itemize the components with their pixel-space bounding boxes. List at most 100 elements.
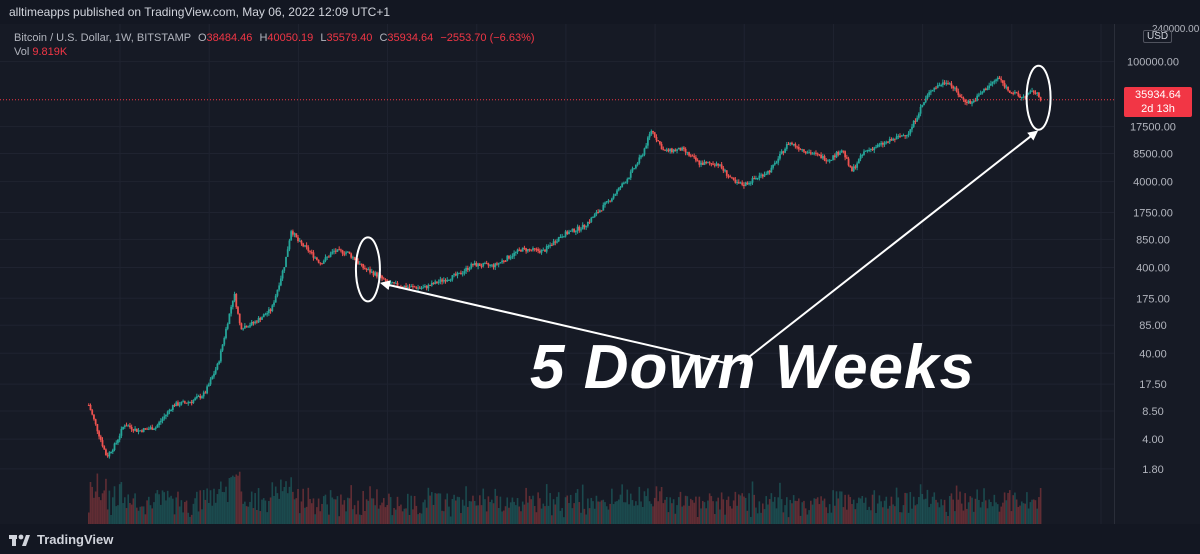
candle-body [938,85,941,87]
volume-bar [115,506,118,524]
volume-bar [631,500,634,524]
candle-body [406,286,409,288]
candle-body [384,279,387,281]
candle-body [410,286,413,288]
candle-body [568,231,570,235]
candle-body [823,156,826,161]
candle-body [998,77,1001,80]
volume-bar [990,501,992,524]
candle-body [360,263,363,265]
candle-body [564,231,567,237]
volume-bar [653,497,656,524]
volume-bar [468,501,471,524]
candle-body [904,135,907,137]
candle-body [204,392,207,394]
tradingview-brand[interactable]: TradingView [9,532,113,547]
candle-body [327,256,330,258]
volume-bar [662,503,665,524]
volume-bar [341,504,344,524]
volume-bar [739,495,742,524]
volume-bar [911,508,913,524]
volume-bar [595,495,598,524]
volume-bar [652,506,654,524]
volume-bar [719,509,721,524]
volume-bar [703,502,706,524]
volume-bar [424,499,426,524]
candle-body [696,160,699,162]
candle-body [827,160,829,162]
price-axis-labels: 100000.00 17500.00 8500.00 4000.00 1750.00 85… [1127,57,1179,476]
volume-bar [475,505,478,524]
candle-body [453,274,455,276]
volume-bar [427,487,430,524]
volume-bar [310,503,313,524]
volume-bar [413,496,416,524]
volume-bar [396,496,399,524]
candle-body [465,267,467,272]
candle-body [816,153,819,155]
candle-body [473,263,476,266]
volume-bar [535,512,538,524]
volume-bar [110,514,112,524]
volume-bar [638,486,641,524]
candle-body [864,150,867,152]
volume-bar [257,488,260,524]
candle-body [223,337,226,345]
volume-bar [463,505,466,524]
volume-bar [343,500,346,524]
candle-body [674,149,677,151]
volume-bar [297,488,299,524]
volume-bar [636,505,639,524]
volume-bar [995,502,997,524]
currency-label[interactable]: USD [1143,30,1173,43]
volume-bar [669,497,671,524]
volume-bar [863,502,865,524]
candle-body [616,190,618,194]
candle-body [677,147,680,150]
candle-body [571,228,574,231]
candle-body [417,287,419,289]
volume-bar [331,497,334,524]
volume-bar [328,514,330,524]
volume-bar [906,493,908,524]
candle-body [163,416,166,419]
candle-body [221,344,224,351]
candle-body [849,165,852,168]
volume-bar [355,514,358,524]
candle-body [779,153,781,159]
volume-bar [858,497,860,524]
volume-bar [302,488,304,524]
volume-bar [513,501,515,524]
chart-area[interactable] [0,24,1114,524]
candle-body [664,149,666,151]
volume-bar [269,497,272,524]
volume-bar [360,515,363,524]
candle-body [240,323,243,330]
volume-bar [650,503,653,524]
volume-bar [847,494,850,524]
volume-bar [626,489,629,524]
volume-bar [232,475,234,524]
candle-body [278,285,281,290]
candle-body [923,102,925,106]
volume-bar [875,513,877,524]
top-bar [0,0,1200,24]
volume-bar [918,497,920,524]
volume-bars [87,471,1042,524]
candle-body [662,149,665,151]
candle-body [1022,96,1025,98]
volume-bar [262,498,265,524]
volume-bar [743,496,745,524]
candle-body [969,100,972,104]
price-chart[interactable] [0,24,1114,524]
volume-bar [228,478,231,524]
volume-bar [830,512,833,524]
legend-close: 35934.64 [387,32,434,44]
volume-bar [1005,500,1008,524]
volume-bar [120,482,123,524]
volume-bar [942,505,944,524]
candle-body [516,249,519,253]
volume-bar [895,487,898,524]
volume-bar [365,499,368,524]
volume-bar [575,492,577,524]
